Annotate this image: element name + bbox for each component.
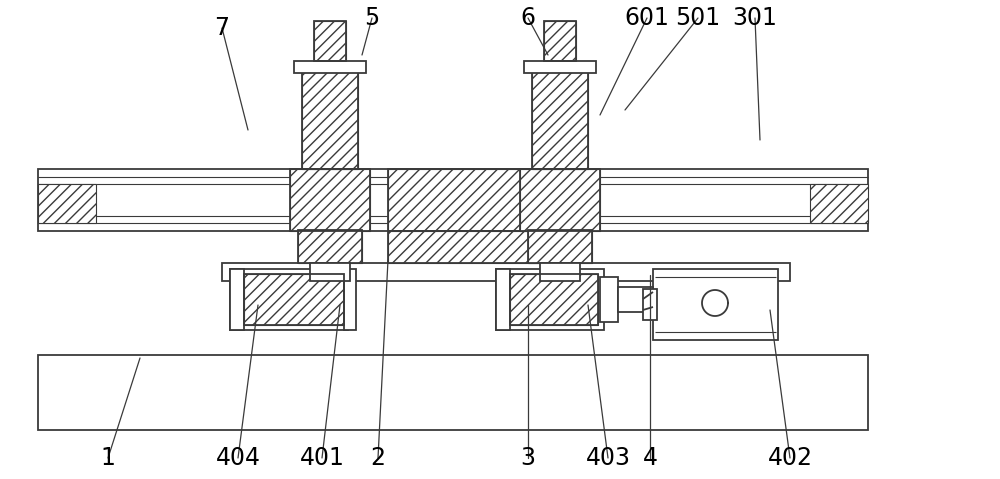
- Bar: [528, 230, 592, 263]
- Bar: [294, 61, 366, 73]
- Bar: [496, 269, 604, 330]
- Bar: [524, 61, 596, 73]
- Bar: [38, 355, 868, 430]
- Bar: [298, 230, 362, 263]
- Bar: [810, 184, 868, 223]
- Bar: [388, 169, 548, 231]
- Text: 402: 402: [768, 446, 812, 470]
- Bar: [388, 231, 548, 263]
- Bar: [544, 21, 576, 61]
- Bar: [310, 263, 350, 281]
- Bar: [290, 169, 370, 231]
- Bar: [510, 274, 598, 325]
- Text: 601: 601: [625, 6, 669, 30]
- Bar: [344, 269, 356, 330]
- Bar: [532, 69, 588, 169]
- Bar: [244, 274, 344, 325]
- Text: 7: 7: [214, 16, 230, 40]
- Bar: [290, 169, 370, 231]
- Text: 404: 404: [216, 446, 260, 470]
- Bar: [528, 230, 592, 263]
- Text: 5: 5: [364, 6, 380, 30]
- Bar: [388, 231, 548, 263]
- Bar: [314, 21, 346, 61]
- Bar: [230, 269, 348, 330]
- Bar: [653, 269, 778, 340]
- Bar: [388, 169, 548, 231]
- Bar: [222, 263, 790, 281]
- Bar: [520, 169, 600, 231]
- Bar: [618, 287, 653, 312]
- Bar: [314, 21, 346, 61]
- Text: 403: 403: [586, 446, 631, 470]
- Text: 301: 301: [733, 6, 777, 30]
- Text: 3: 3: [520, 446, 536, 470]
- Bar: [520, 169, 600, 231]
- Bar: [38, 184, 96, 223]
- Bar: [302, 69, 358, 169]
- Text: 2: 2: [370, 446, 386, 470]
- Bar: [230, 269, 244, 330]
- Bar: [544, 21, 576, 61]
- Text: 6: 6: [520, 6, 536, 30]
- Bar: [510, 274, 598, 325]
- Bar: [643, 289, 657, 320]
- Bar: [244, 274, 344, 325]
- Text: 501: 501: [675, 6, 721, 30]
- Text: 401: 401: [300, 446, 344, 470]
- Bar: [600, 277, 618, 322]
- Text: 4: 4: [642, 446, 658, 470]
- Bar: [496, 269, 510, 330]
- Bar: [532, 69, 588, 169]
- Bar: [302, 69, 358, 169]
- Bar: [540, 263, 580, 281]
- Bar: [298, 230, 362, 263]
- Text: 1: 1: [101, 446, 115, 470]
- Bar: [38, 169, 868, 231]
